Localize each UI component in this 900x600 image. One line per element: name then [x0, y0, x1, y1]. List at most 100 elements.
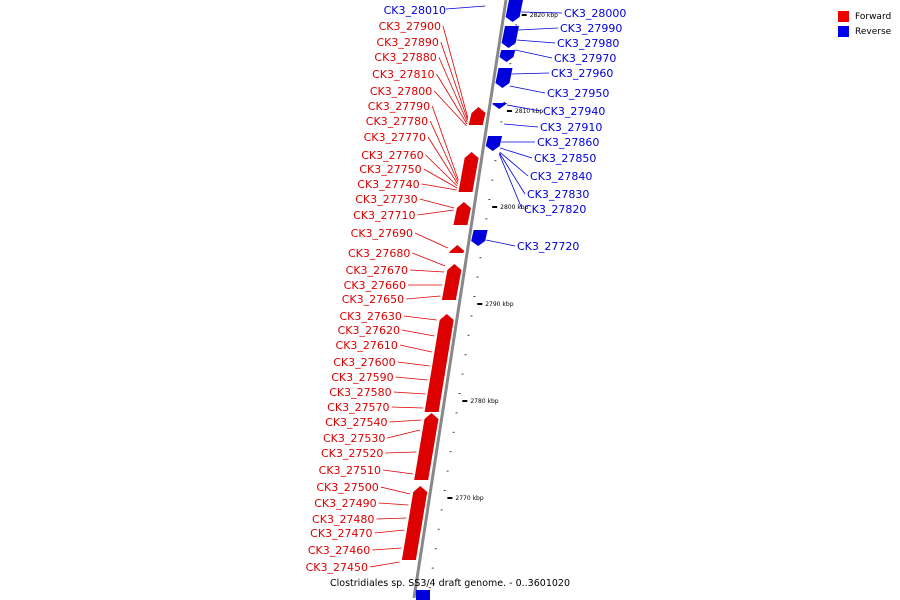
leader-line [380, 486, 411, 495]
gene-label: CK3_27650 [342, 293, 404, 306]
tick-mark [521, 14, 527, 16]
forward-gene-CK3_27880: CK3_27880 [374, 51, 468, 123]
minor-tick [491, 179, 494, 181]
leader-line [433, 90, 467, 127]
reverse-gene-feature [471, 230, 488, 246]
forward-gene-CK3_27590: CK3_27590 [331, 371, 428, 384]
gene-label: CK3_27880 [374, 51, 436, 64]
gene-label: CK3_27950 [547, 87, 609, 100]
minor-tick [434, 548, 437, 550]
leader-line [486, 239, 516, 247]
reverse-gene-feature [499, 50, 516, 62]
forward-gene-CK3_27690: CK3_27690 [351, 227, 449, 249]
gene-label: CK3_27460 [308, 544, 370, 557]
gene-label: CK3_27770 [364, 131, 426, 144]
minor-tick [494, 160, 497, 162]
leader-line [429, 120, 459, 183]
reverse-gene-CK3_27910: CK3_27910 [503, 121, 602, 134]
leader-line [378, 502, 409, 506]
forward-gene-CK3_27520: CK3_27520 [321, 447, 417, 460]
forward-gene-CK3_27630: CK3_27630 [339, 310, 437, 323]
forward-gene-feature [414, 413, 439, 480]
minor-tick [479, 257, 482, 259]
leader-line [419, 198, 455, 209]
leader-line [499, 151, 529, 177]
leader-line [438, 56, 468, 123]
reverse-gene-feature [492, 103, 508, 109]
gene-label: CK3_27670 [346, 264, 408, 277]
forward-gene-CK3_27890: CK3_27890 [376, 36, 468, 121]
tick-label: 2780 kbp [470, 398, 498, 405]
forward-gene-CK3_27570: CK3_27570 [327, 401, 424, 414]
reverse-gene-CK3_27860: CK3_27860 [501, 136, 599, 149]
leader-line [410, 269, 445, 273]
reverse-swatch [838, 26, 849, 37]
legend-label-forward: Forward [855, 11, 892, 22]
gene-labels: CK3_28010 CK3_28000 CK3_27990 CK3_27980 CK3_… [306, 4, 627, 574]
leader-line [387, 429, 420, 439]
minor-tick [449, 451, 452, 453]
leader-line [506, 104, 542, 112]
leader-line [499, 152, 526, 195]
reverse-gene-CK3_27850: CK3_27850 [500, 147, 596, 165]
scale-ticks: 2820 kbp 2810 kbp 2800 kbp 2790 kbp 2780 kbp… [428, 5, 558, 588]
leader-line [445, 5, 486, 10]
reverse-gene-CK3_27980: CK3_27980 [516, 37, 619, 50]
reverse-gene-CK3_27950: CK3_27950 [509, 85, 609, 100]
gene-label: CK3_27800 [370, 85, 432, 98]
leader-line [417, 209, 454, 216]
tick-mark [462, 400, 468, 402]
tick-label: 2820 kbp [530, 12, 558, 19]
reverse-gene-CK3_28010: CK3_28010 [384, 4, 486, 17]
gene-label: CK3_27820 [524, 203, 586, 216]
minor-tick [485, 218, 488, 220]
forward-gene-CK3_27500: CK3_27500 [316, 481, 411, 495]
forward-gene-feature [453, 202, 471, 225]
tick-2810: 2810 kbp [506, 108, 543, 115]
minor-tick [503, 102, 506, 103]
gene-label: CK3_27500 [316, 481, 378, 494]
gene-label: CK3_27960 [551, 67, 613, 80]
legend: Forward Reverse [838, 9, 891, 39]
leader-line [369, 561, 400, 568]
reverse-gene-CK3_27720: CK3_27720 [486, 239, 579, 253]
forward-gene-CK3_27770: CK3_27770 [364, 131, 459, 185]
forward-gene-CK3_27530: CK3_27530 [323, 429, 420, 445]
forward-gene-CK3_27610: CK3_27610 [336, 339, 432, 353]
leader-line [427, 136, 459, 185]
gene-label: CK3_27620 [338, 324, 400, 337]
tick-label: 2790 kbp [485, 301, 513, 308]
tick-label: 2800 kbp [500, 204, 528, 211]
forward-gene-feature [441, 264, 462, 300]
tick-2790: 2790 kbp [477, 301, 514, 308]
minor-tick [488, 199, 491, 200]
leader-line [395, 376, 428, 381]
forward-gene-CK3_27750: CK3_27750 [359, 163, 458, 189]
gene-label: CK3_27830 [527, 188, 589, 201]
forward-gene-CK3_27810: CK3_27810 [372, 68, 468, 125]
forward-gene-CK3_27780: CK3_27780 [366, 115, 459, 183]
reverse-gene-feature [495, 68, 513, 88]
gene-label: CK3_27840 [530, 170, 592, 183]
leader-line [399, 344, 432, 353]
gene-label: CK3_27450 [306, 561, 368, 574]
gene-label: CK3_27740 [357, 178, 419, 191]
minor-tick [458, 393, 461, 394]
tick-label: 2810 kbp [515, 108, 543, 115]
forward-gene-CK3_27470: CK3_27470 [310, 527, 405, 540]
forward-gene-feature [424, 314, 454, 412]
leader-line [391, 406, 424, 409]
forward-gene-CK3_27740: CK3_27740 [357, 178, 457, 191]
gene-label: CK3_27720 [517, 240, 579, 253]
gene-label: CK3_27910 [540, 121, 602, 134]
minor-tick [452, 431, 455, 433]
leader-line [401, 329, 435, 337]
gene-label: CK3_27900 [379, 20, 441, 33]
minor-tick [437, 528, 440, 530]
reverse-gene-CK3_27830: CK3_27830 [499, 152, 589, 201]
gene-label: CK3_27490 [314, 497, 376, 510]
genome-caption: Clostridiales sp. SS3/4 draft genome. - … [329, 578, 570, 589]
leader-line [372, 547, 402, 551]
gene-label: CK3_27630 [339, 310, 401, 323]
tick-2770: 2770 kbp [447, 495, 484, 502]
